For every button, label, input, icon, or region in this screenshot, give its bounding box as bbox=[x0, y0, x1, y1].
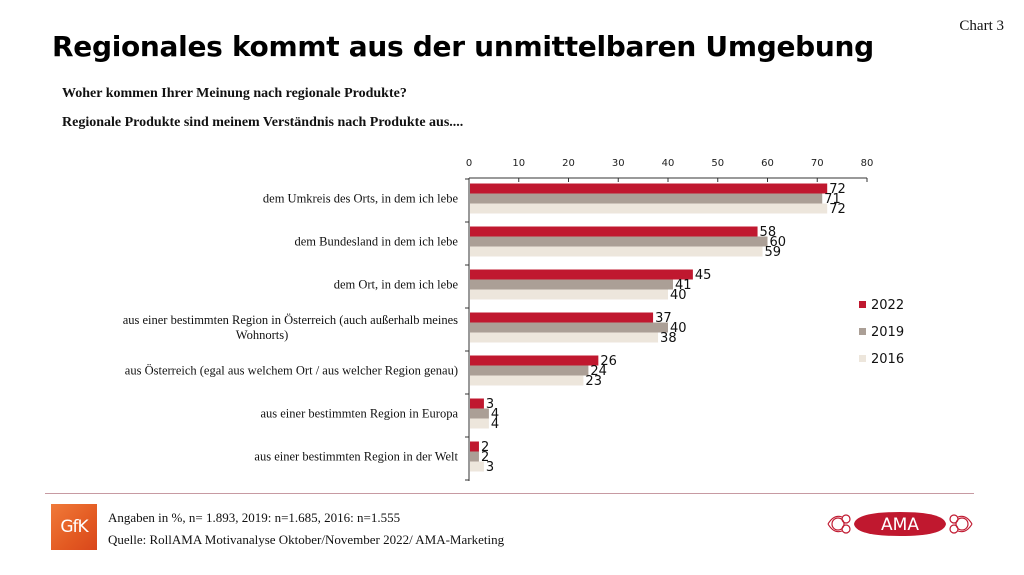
bar-2019 bbox=[470, 279, 673, 290]
category-label: aus einer bestimmten Region in Österreic… bbox=[123, 313, 458, 327]
x-tick-label: 50 bbox=[711, 158, 724, 169]
x-tick-label: 60 bbox=[761, 158, 774, 169]
data-label-2019: 41 bbox=[675, 278, 692, 293]
legend-swatch-2019 bbox=[859, 328, 866, 335]
data-label-2019: 24 bbox=[590, 364, 607, 379]
page-title: Regionales kommt aus der unmittelbaren U… bbox=[52, 30, 874, 63]
bar-2016 bbox=[470, 418, 489, 429]
category-label: dem Ort, in dem ich lebe bbox=[334, 278, 459, 292]
x-tick-label: 30 bbox=[612, 158, 625, 169]
data-label-2019: 71 bbox=[824, 192, 841, 207]
category-label: aus Österreich (egal aus welchem Ort / a… bbox=[125, 364, 458, 378]
ama-logo-text: AMA bbox=[881, 515, 919, 535]
x-tick-label: 0 bbox=[466, 158, 472, 169]
data-label-2016: 59 bbox=[765, 245, 782, 260]
data-label-2016: 3 bbox=[486, 460, 494, 475]
data-label-2019: 4 bbox=[491, 407, 499, 422]
bar-2019 bbox=[470, 193, 823, 204]
chart-number: Chart 3 bbox=[959, 18, 1004, 34]
category-label: Wohnorts) bbox=[236, 328, 288, 342]
gfk-logo: GfK bbox=[51, 504, 97, 550]
ama-logo: AMA bbox=[827, 512, 973, 536]
bar-2016 bbox=[470, 246, 763, 257]
bar-2022 bbox=[470, 312, 654, 323]
data-label-2022: 2 bbox=[481, 440, 489, 455]
legend-label-2022: 2022 bbox=[871, 298, 904, 313]
bar-2019 bbox=[470, 365, 589, 376]
x-tick-label: 80 bbox=[861, 158, 874, 169]
bar-2022 bbox=[470, 226, 758, 237]
category-label: aus einer bestimmten Region in Europa bbox=[260, 407, 458, 421]
bar-2019 bbox=[470, 451, 479, 462]
data-label-2019: 2 bbox=[481, 450, 489, 465]
bar-2022 bbox=[470, 269, 693, 280]
bar-2016 bbox=[470, 289, 668, 300]
data-label-2022: 58 bbox=[760, 225, 777, 240]
bar-2022 bbox=[470, 441, 479, 452]
bar-2019 bbox=[470, 322, 668, 333]
legend-swatch-2016 bbox=[859, 355, 866, 362]
survey-subquestion: Regionale Produkte sind meinem Verständn… bbox=[62, 115, 464, 130]
x-tick-label: 40 bbox=[662, 158, 675, 169]
data-label-2016: 4 bbox=[491, 417, 499, 432]
ornament-right-icon bbox=[949, 514, 973, 534]
category-label: dem Bundesland in dem ich lebe bbox=[294, 235, 458, 249]
data-label-2016: 38 bbox=[660, 331, 677, 346]
data-label-2019: 60 bbox=[770, 235, 787, 250]
bar-2016 bbox=[470, 461, 484, 472]
bar-2022 bbox=[470, 355, 599, 366]
footer-divider bbox=[45, 493, 974, 494]
x-tick-label: 10 bbox=[512, 158, 525, 169]
ornament-left-icon bbox=[827, 514, 851, 534]
bar-2022 bbox=[470, 398, 484, 409]
legend-label-2019: 2019 bbox=[871, 325, 904, 340]
data-label-2019: 40 bbox=[670, 321, 687, 336]
data-label-2022: 26 bbox=[600, 354, 617, 369]
data-label-2016: 23 bbox=[585, 374, 602, 389]
legend-swatch-2022 bbox=[859, 301, 866, 308]
bar-2019 bbox=[470, 408, 489, 419]
data-label-2016: 40 bbox=[670, 288, 687, 303]
data-label-2022: 37 bbox=[655, 311, 672, 326]
bar-2016 bbox=[470, 375, 584, 386]
legend-label-2016: 2016 bbox=[871, 352, 904, 367]
bar-2016 bbox=[470, 203, 828, 214]
category-label: dem Umkreis des Orts, in dem ich lebe bbox=[263, 192, 459, 206]
survey-question: Woher kommen Ihrer Meinung nach regional… bbox=[62, 86, 407, 101]
bar-2019 bbox=[470, 236, 768, 247]
bar-2022 bbox=[470, 183, 828, 194]
data-label-2022: 3 bbox=[486, 397, 494, 412]
category-label: aus einer bestimmten Region in der Welt bbox=[254, 450, 458, 464]
data-label-2022: 72 bbox=[829, 182, 846, 197]
sample-note: Angaben in %, n= 1.893, 2019: n=1.685, 2… bbox=[108, 510, 401, 525]
x-tick-label: 20 bbox=[562, 158, 575, 169]
x-tick-label: 70 bbox=[811, 158, 824, 169]
data-label-2022: 45 bbox=[695, 268, 712, 283]
bar-2016 bbox=[470, 332, 659, 343]
data-label-2016: 72 bbox=[829, 202, 846, 217]
source-note: Quelle: RollAMA Motivanalyse Oktober/Nov… bbox=[108, 532, 505, 547]
